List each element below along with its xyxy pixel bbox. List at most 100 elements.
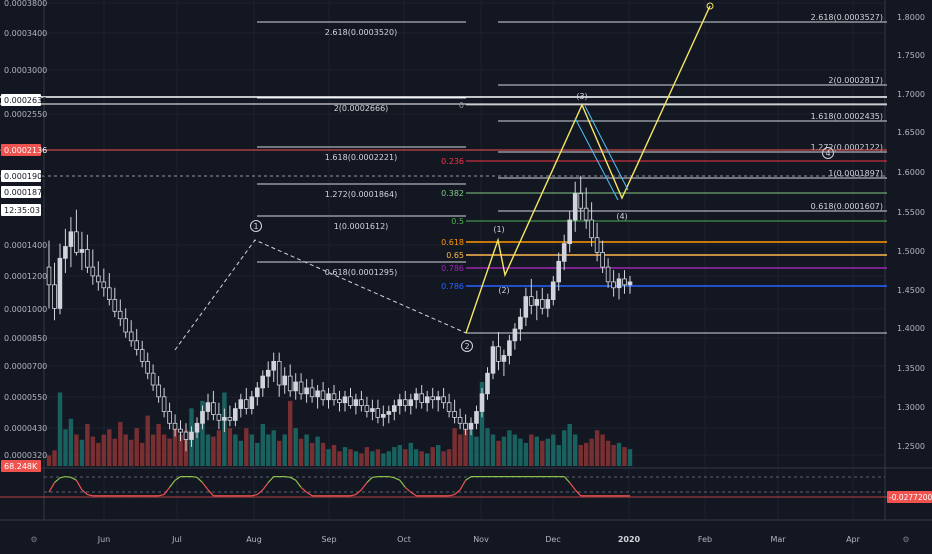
fib-left-label: 2.618(0.0003520) — [325, 28, 397, 37]
oscillator-segment — [158, 494, 165, 497]
fib-left-label: 0.618(0.0001295) — [325, 268, 397, 277]
right-axis-tick: 1.6000 — [897, 168, 925, 177]
candle-body — [397, 399, 403, 407]
left-axis-tick: 0.0000320 — [4, 451, 47, 460]
volume-bar — [304, 434, 309, 466]
candle-body — [205, 402, 211, 412]
candle-body — [435, 396, 441, 401]
volume-bar — [430, 447, 435, 466]
time-axis-label: Aug — [246, 535, 262, 544]
candle-body — [331, 393, 337, 401]
candle-body — [172, 422, 178, 430]
volume-bar — [161, 434, 167, 466]
volume-bar — [425, 453, 430, 466]
oscillator-segment — [163, 487, 171, 495]
candle-body — [326, 393, 331, 401]
scale-icon: ⚙ — [902, 535, 909, 544]
retracement-label: 0.786 — [441, 264, 464, 273]
oscillator-segment — [70, 476, 77, 481]
wave-label: 2 — [464, 342, 469, 351]
candle-body — [485, 372, 490, 395]
volume-bar — [496, 440, 501, 466]
retracement-label: 0.382 — [441, 189, 464, 198]
volume-bar — [594, 430, 600, 466]
volume-bar — [441, 451, 446, 466]
volume-bar — [331, 445, 337, 466]
left-axis-badge — [1, 460, 41, 472]
candle-body — [391, 405, 397, 412]
volume-bar — [68, 418, 74, 467]
wave-label: 1 — [253, 222, 258, 231]
oscillator-segment — [289, 476, 296, 481]
volume-bar — [140, 442, 145, 466]
time-axis-label: Jun — [97, 535, 111, 544]
oscillator-segment — [191, 476, 198, 478]
volume-bar — [205, 434, 211, 466]
oscillator-segment — [410, 491, 417, 497]
candle-body — [490, 346, 496, 374]
volume-bar — [107, 429, 112, 467]
oscillator-segment — [169, 479, 176, 488]
volume-bar — [436, 445, 441, 466]
candle-body — [282, 375, 287, 386]
volume-bar — [57, 392, 63, 466]
oscillator-segment — [284, 476, 291, 478]
oscillator-segment — [87, 494, 93, 497]
candle-body — [402, 399, 408, 407]
oscillator-segment — [54, 477, 61, 484]
volume-bar — [233, 434, 238, 466]
oscillator-segment — [262, 482, 269, 491]
retracement-label: 0.236 — [441, 157, 464, 166]
candle-body — [457, 416, 463, 424]
right-axis-tick: 1.3500 — [897, 364, 925, 373]
left-axis-tick: 0.0003000 — [4, 66, 47, 75]
volume-bar — [567, 424, 572, 466]
candle-body — [85, 249, 90, 268]
wave-label: (2) — [498, 286, 509, 295]
candle-body — [189, 431, 194, 440]
volume-bar — [118, 421, 123, 466]
candle-body — [260, 375, 265, 389]
volume-bar — [573, 434, 578, 466]
volume-bar — [85, 424, 90, 466]
right-axis-tick: 1.7500 — [897, 51, 925, 60]
wave-leg-dashed — [174, 239, 467, 351]
candle-body — [249, 396, 255, 409]
candle-body — [348, 396, 353, 406]
candle-body — [507, 340, 512, 356]
volume-bar — [150, 434, 156, 466]
wave-label-circle — [250, 220, 262, 232]
volume-bar — [551, 434, 556, 466]
volume-bar — [46, 455, 52, 466]
candle-body — [254, 387, 260, 398]
fib-right-label: 2.618(0.0003527) — [811, 13, 883, 22]
volume-bar — [216, 430, 222, 466]
candle-body — [463, 422, 468, 430]
volume-bar — [194, 424, 200, 466]
volume-bar — [315, 436, 320, 466]
left-axis-tick: 0.0001000 — [4, 305, 47, 314]
left-axis-badge-label: 0.0001903 — [4, 172, 47, 181]
volume-bar — [605, 440, 611, 466]
volume-bar — [156, 424, 161, 466]
volume-bar — [518, 438, 523, 466]
oscillator-segment — [81, 489, 88, 496]
candle-body — [550, 281, 556, 300]
volume-bar — [534, 436, 539, 466]
candle-body — [600, 251, 605, 268]
left-axis-badge — [1, 186, 41, 198]
candle-body — [419, 393, 424, 403]
volume-bar — [600, 434, 605, 466]
volume-bar — [375, 449, 381, 466]
volume-bar — [578, 445, 583, 466]
candle-body — [134, 340, 140, 350]
candle-body — [178, 428, 183, 433]
volume-bar — [255, 442, 260, 466]
candle-body — [567, 219, 572, 245]
fib-right-label: 0.618(0.0001607) — [811, 202, 883, 211]
oscillator-segment — [459, 479, 467, 491]
candle-body — [287, 375, 293, 392]
candle-body — [616, 278, 622, 289]
